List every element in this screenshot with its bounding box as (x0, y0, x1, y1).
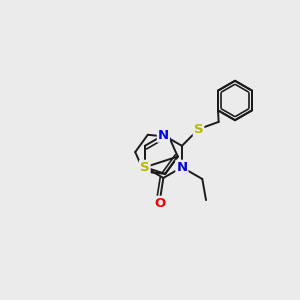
Text: O: O (154, 197, 166, 210)
Text: S: S (194, 123, 203, 136)
Text: N: N (158, 129, 169, 142)
Text: N: N (176, 161, 188, 174)
Text: S: S (140, 161, 150, 174)
